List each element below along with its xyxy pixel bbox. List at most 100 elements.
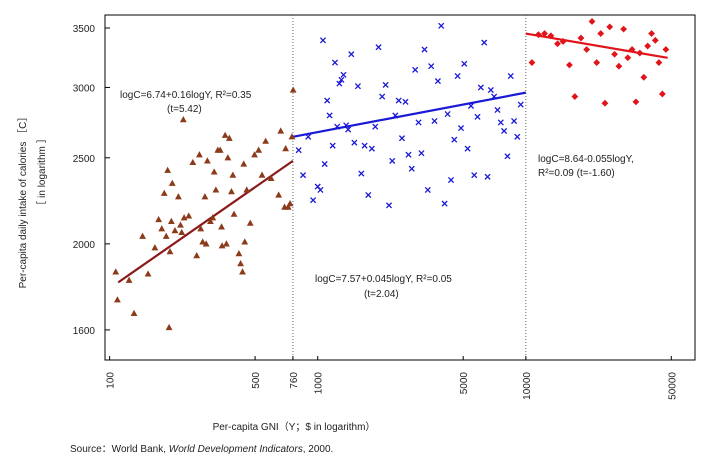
triangle-point	[240, 160, 248, 167]
equation-low-income: logC=6.74+0.16logY, R²=0.35	[120, 90, 252, 101]
x-tick-label: 5000	[459, 372, 470, 395]
cross-point	[424, 186, 431, 194]
diamond-point	[640, 73, 648, 81]
cross-point	[334, 123, 341, 130]
cross-point	[421, 46, 428, 53]
cross-point	[517, 101, 524, 108]
cross-point	[451, 136, 458, 143]
diamond-point	[559, 38, 567, 45]
diamond-point	[528, 59, 536, 66]
cross-point	[471, 172, 478, 179]
cross-point	[467, 102, 475, 109]
triangle-point	[177, 221, 184, 228]
diamond-point	[662, 46, 670, 53]
cross-point	[447, 176, 455, 184]
cross-point	[305, 133, 312, 140]
y-tick-label: 2500	[73, 154, 96, 165]
triangle-point	[189, 158, 197, 166]
cross-point	[329, 142, 336, 149]
cross-point	[368, 145, 375, 152]
triangle-point	[171, 226, 179, 234]
cross-point	[321, 160, 328, 168]
cross-point	[507, 73, 514, 80]
diamond-point	[554, 40, 561, 48]
source-title: World Development Indicators	[168, 444, 303, 455]
triangle-point	[174, 193, 182, 200]
y-ticks: 1600 2000 2500 3000 3500	[73, 24, 110, 337]
triangle-point	[185, 212, 193, 219]
triangle-point	[125, 276, 133, 283]
diamond-point	[658, 90, 666, 98]
triangle-point	[267, 174, 275, 181]
cross-point	[358, 170, 365, 177]
triangle-point	[144, 270, 152, 277]
diamond-point	[606, 23, 614, 31]
cross-point	[310, 197, 317, 204]
triangle-point	[158, 225, 166, 232]
cross-point	[481, 39, 488, 46]
x-tick-label: 10000	[522, 372, 533, 400]
y-tick-label: 3500	[73, 24, 96, 35]
cross-point	[379, 93, 386, 100]
triangle-point	[239, 268, 246, 275]
stat-high-income: R²=0.09 (t=-1.60)	[538, 168, 615, 179]
triangle-point	[193, 252, 201, 259]
cross-point	[511, 117, 518, 125]
triangle-point	[223, 240, 230, 247]
fit-line-middle-income	[292, 91, 527, 138]
triangle-point	[251, 151, 258, 158]
triangle-point	[207, 217, 214, 224]
cross-point	[487, 86, 494, 94]
triangle-point	[210, 168, 218, 175]
y-axis-label-main: Per-capita daily intake of calories ［C］	[17, 112, 29, 289]
cross-point	[402, 98, 409, 105]
cross-point	[454, 73, 461, 80]
triangle-point	[160, 189, 168, 196]
triangle-point	[225, 134, 233, 141]
diamond-point	[588, 18, 596, 25]
triangle-point	[258, 171, 266, 178]
diamond-point	[583, 46, 591, 53]
triangle-point	[289, 86, 297, 93]
cross-point	[491, 93, 498, 100]
cross-point	[464, 145, 471, 152]
y-axis-label-sub: ［ in logarithm ］	[36, 133, 48, 210]
triangle-point	[282, 145, 290, 152]
triangle-point	[286, 200, 294, 207]
diamond-point	[597, 30, 605, 37]
cross-point	[372, 123, 379, 130]
triangle-point	[218, 242, 226, 249]
triangle-point	[165, 323, 173, 331]
divider-lines	[292, 15, 527, 360]
y-tick-label: 1600	[73, 326, 96, 337]
diamond-point	[577, 34, 585, 42]
cross-point	[514, 133, 521, 140]
cross-point	[408, 165, 415, 172]
diamond-point	[620, 25, 628, 33]
triangle-point	[164, 166, 172, 173]
diamond-point	[655, 59, 663, 66]
triangle-point	[197, 225, 205, 232]
triangle-point	[168, 179, 176, 186]
cross-point	[412, 66, 419, 73]
y-tick-label: 2000	[73, 240, 96, 251]
diamond-point	[601, 99, 609, 107]
annotation-middle-income: logC=7.57+0.045logY, R²=0.05 (t=2.04)	[315, 274, 452, 300]
triangle-point	[284, 203, 292, 210]
data-points	[112, 18, 670, 331]
cross-point	[494, 106, 501, 114]
diamond-point	[651, 36, 659, 44]
x-ticks: 100 500 760 1000 5000 10000 50000	[106, 356, 678, 400]
x-tick-label: 1000	[314, 372, 325, 395]
cross-point	[431, 117, 438, 125]
triangle-point	[178, 228, 186, 236]
cross-point	[428, 63, 435, 70]
triangle-point	[180, 214, 188, 221]
diamond-point	[593, 59, 601, 66]
x-tick-label: 50000	[667, 372, 678, 400]
cross-point	[444, 111, 451, 118]
cross-point	[365, 191, 372, 199]
equation-middle-income: logC=7.57+0.045logY, R²=0.05	[315, 274, 452, 285]
